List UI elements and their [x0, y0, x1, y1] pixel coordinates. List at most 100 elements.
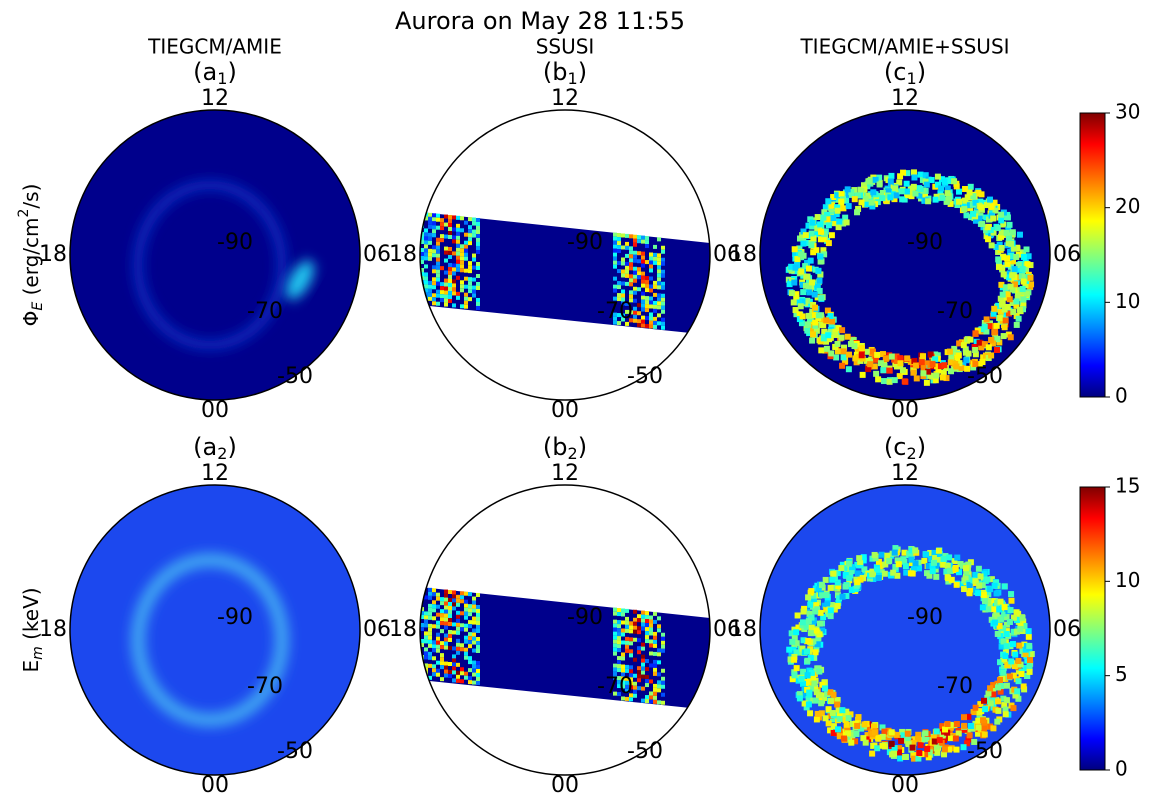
pixel — [987, 700, 994, 707]
pixel — [428, 591, 432, 596]
pixel — [787, 656, 794, 663]
pixel — [825, 198, 832, 205]
pixel — [1023, 246, 1030, 253]
pixel — [854, 722, 861, 729]
pixel — [613, 631, 617, 636]
pixel — [633, 673, 637, 678]
pixel — [448, 669, 452, 674]
pixel — [961, 714, 968, 721]
pixel — [1013, 628, 1020, 635]
pixel — [807, 216, 814, 223]
pixel — [464, 292, 468, 297]
pixel — [661, 273, 665, 278]
pixel — [820, 322, 827, 329]
pixel — [839, 707, 846, 714]
pixel — [633, 657, 637, 662]
pixel — [947, 735, 954, 742]
pixel — [799, 281, 806, 288]
row-label-symbol: E — [19, 660, 43, 673]
pixel — [800, 235, 807, 242]
pixel — [420, 623, 424, 627]
pixel — [786, 281, 793, 288]
pixel — [984, 202, 991, 209]
pixel — [472, 640, 476, 645]
pixel — [981, 697, 988, 704]
pixel — [629, 641, 633, 646]
pixel — [965, 350, 972, 357]
pixel — [985, 216, 992, 223]
pixel — [960, 581, 967, 588]
pixel — [633, 685, 637, 690]
pixel — [796, 235, 803, 242]
pixel — [991, 305, 998, 312]
pixel — [452, 303, 456, 308]
pixel — [805, 701, 812, 708]
pixel — [817, 609, 824, 616]
panel-label-letter: b — [552, 58, 567, 86]
panel-label-sub: 1 — [568, 69, 578, 88]
pixel — [633, 274, 637, 279]
pixel — [996, 339, 1003, 346]
pixel — [432, 249, 436, 254]
pixel — [448, 274, 452, 279]
pixel — [444, 258, 448, 263]
pixel — [993, 611, 1000, 618]
row-label: Em (keV) — [19, 587, 47, 672]
pixel — [444, 645, 448, 650]
pixel — [617, 233, 621, 238]
pixel — [941, 746, 948, 753]
pixel — [972, 571, 979, 578]
pixel — [893, 357, 900, 364]
pixel — [468, 261, 472, 266]
pixel — [960, 744, 967, 751]
column-title: SSUSI — [536, 35, 595, 59]
pixel — [997, 616, 1004, 623]
pixel — [806, 610, 813, 617]
pixel — [621, 672, 625, 677]
pixel — [1002, 653, 1009, 660]
pixel — [830, 691, 837, 698]
pixel — [637, 311, 641, 316]
pixel — [456, 602, 460, 607]
pixel — [812, 684, 819, 691]
pixel — [797, 303, 804, 310]
pixel — [428, 663, 432, 668]
pixel — [424, 276, 428, 281]
pixel — [472, 680, 476, 685]
background — [70, 485, 360, 775]
pixel — [895, 561, 902, 568]
pixel — [1014, 290, 1021, 297]
pixel — [972, 704, 979, 711]
pixel — [625, 265, 629, 270]
pixel — [899, 196, 906, 203]
pixel — [978, 326, 985, 333]
pixel — [916, 749, 923, 756]
pixel — [832, 328, 839, 335]
pixel — [641, 283, 645, 288]
pixel — [808, 614, 815, 621]
pixel — [613, 643, 617, 648]
pixel — [995, 698, 1002, 705]
latitude-label: -90 — [907, 230, 943, 255]
pixel — [476, 301, 480, 306]
pixel — [476, 644, 480, 649]
pixel — [617, 313, 621, 318]
pixel — [476, 233, 480, 238]
pixel — [468, 604, 472, 609]
pixel — [661, 317, 665, 322]
pixel — [621, 269, 625, 274]
pixel — [613, 619, 617, 624]
pixel — [839, 593, 846, 600]
pixel — [432, 217, 436, 222]
pixel — [464, 220, 468, 225]
pixel — [452, 662, 456, 667]
pixel — [944, 574, 951, 581]
pixel — [1028, 281, 1035, 288]
pixel — [633, 298, 637, 303]
pixel — [879, 724, 886, 731]
polar-label-left: 18 — [39, 242, 67, 267]
pixel — [1002, 317, 1009, 324]
pixel — [456, 267, 460, 272]
pixel — [657, 305, 661, 310]
pixel — [955, 352, 962, 359]
